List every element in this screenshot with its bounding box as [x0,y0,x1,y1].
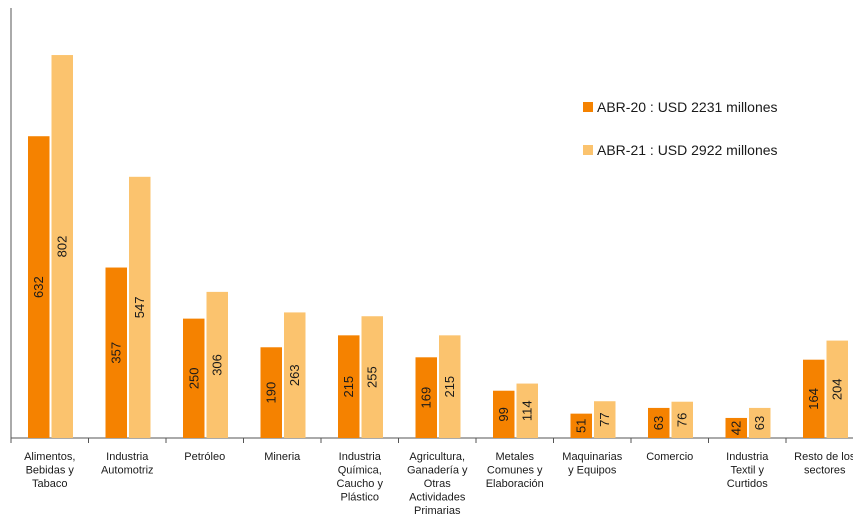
category-label: Industria Automotriz [101,451,154,477]
bar-value-label: 114 [520,400,535,421]
bar-value-label: 76 [675,413,690,427]
category-label: Alimentos, Bebidas y Tabaco [24,451,75,490]
bar-value-label: 250 [186,367,201,389]
bar-value-label: 547 [132,297,147,319]
category-label: Agricultura, Ganadería y Otras Actividades P… [407,451,468,517]
bar-value-label: 63 [651,416,666,430]
category-label: Industria Química, Caucho y Plástico [337,451,384,504]
category-label: Maquinarias y Equipos [562,451,622,477]
bar-abr20 [105,267,127,438]
bar-abr21 [284,312,306,438]
bar-abr21 [749,407,771,438]
legend: ABR-20 : USD 2231 millones ABR-21 : USD 2… [583,99,778,158]
bar-value-label: 51 [574,419,589,433]
bar-value-label: 263 [287,364,302,386]
bar-abr21 [671,401,693,438]
bar-value-label: 306 [210,354,225,376]
category-label: Petróleo [184,451,225,463]
bar-abr21 [129,176,151,438]
bar-value-label: 190 [264,382,279,404]
bar-value-label: 215 [341,376,356,398]
bar-value-label: 77 [597,412,612,426]
bar-value-label: 99 [496,407,511,421]
category-label: Metales Comunes y Elaboración [486,451,544,490]
bar-abr20 [725,417,747,438]
bar-value-label: 802 [55,236,70,258]
bar-abr21 [826,340,848,438]
bar-abr20 [260,347,282,438]
bar-value-label: 632 [31,276,46,298]
bar-abr21 [206,291,228,438]
bar-abr20 [803,359,825,438]
category-label: Resto de los sectores [794,451,853,477]
bar-abr20 [493,390,515,438]
legend-swatch [583,145,593,155]
bars [28,55,848,439]
bar-abr21 [439,335,461,438]
bar-value-label: 42 [729,421,744,435]
bar-abr20 [183,318,205,438]
bar-value-label: 215 [442,376,457,398]
bar-value-label: 255 [365,366,380,388]
bar-abr20 [28,136,50,438]
bar-value-label: 169 [419,387,434,409]
bar-abr20 [338,335,360,438]
category-label: Comercio [646,451,693,463]
legend-label: ABR-20 : USD 2231 millones [597,99,778,115]
bar-abr21 [594,401,616,438]
category-label: Industria Textil y Curtidos [726,451,769,490]
bar-abr20 [415,357,437,438]
bar-abr21 [361,316,383,438]
bar-value-label: 204 [830,378,845,400]
bar-value-label: 63 [752,416,767,430]
category-labels: Alimentos, Bebidas y Tabaco Industria Automo… [24,451,853,517]
value-labels: 632 802 357 547 250 306 190 263 215 255 169 215 99 11… [31,236,845,436]
bar-value-label: 357 [109,342,124,364]
bar-abr20 [648,407,670,438]
bar-value-label: 164 [806,388,821,410]
category-label: Mineria [264,451,301,463]
legend-label: ABR-21 : USD 2922 millones [597,142,778,158]
bar-abr21 [51,55,73,439]
legend-swatch [583,102,593,112]
bar-abr21 [516,383,538,438]
bar-abr20 [570,413,592,438]
